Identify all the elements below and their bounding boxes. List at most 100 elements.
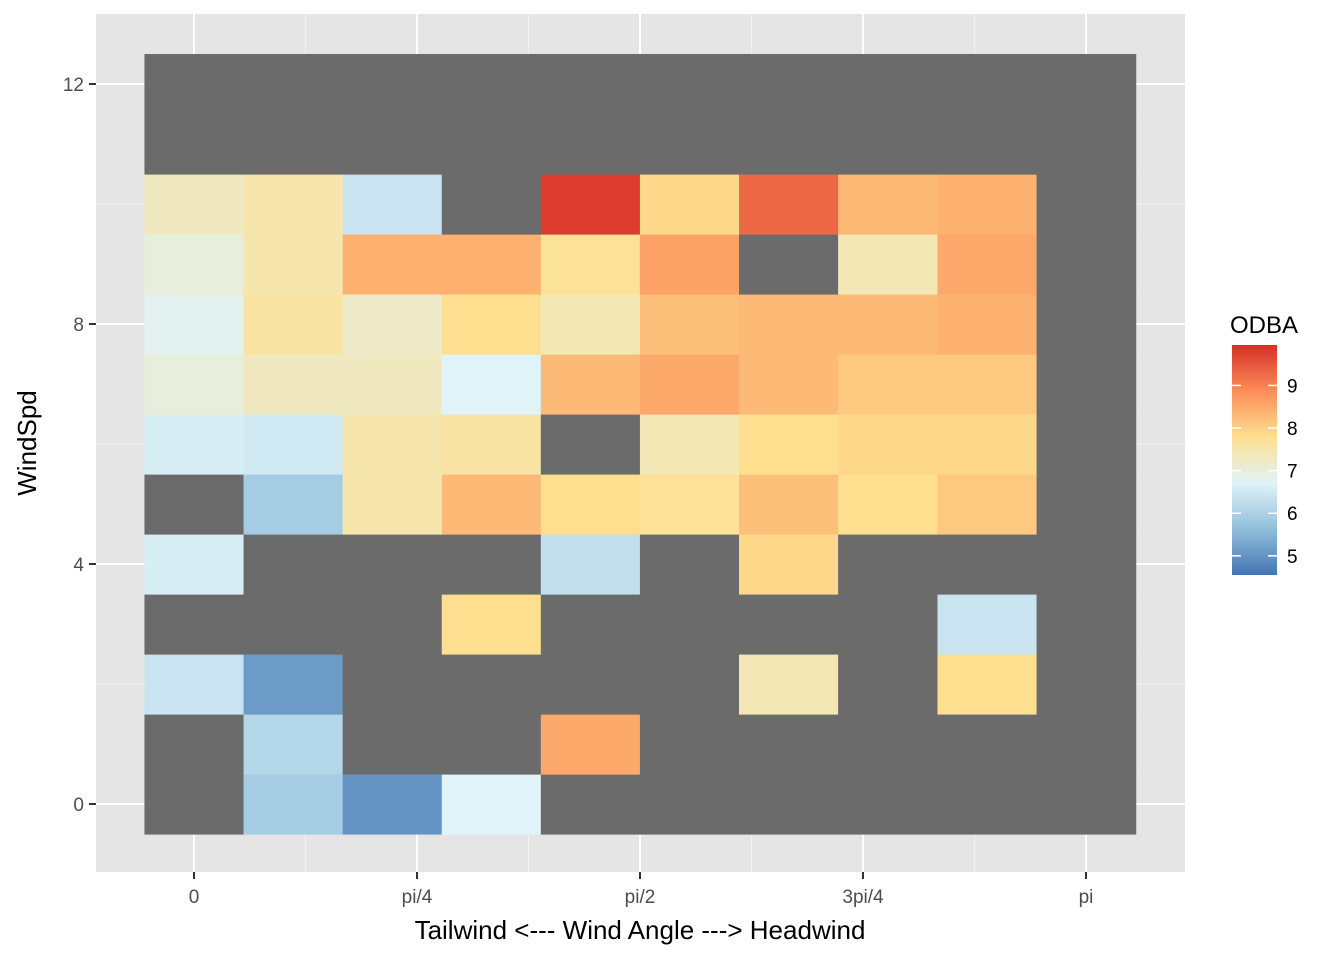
heatmap-cell — [540, 414, 641, 475]
heatmap-cell — [144, 714, 245, 775]
heatmap-cell — [441, 714, 542, 775]
heatmap-cell — [937, 774, 1038, 835]
heatmap-cell — [243, 234, 344, 295]
heatmap-cell — [243, 654, 344, 715]
heatmap-cell — [441, 54, 542, 115]
heatmap-cell — [540, 174, 641, 235]
legend-tick-label: 8 — [1287, 419, 1298, 440]
heatmap-cell — [144, 654, 245, 715]
heatmap-cell — [739, 594, 839, 655]
heatmap-cell — [838, 714, 938, 775]
x-tick-label: 3pi/4 — [842, 887, 884, 908]
heatmap-cell — [1036, 114, 1137, 175]
x-tick-label: pi/4 — [402, 887, 433, 908]
heatmap-cell — [1036, 54, 1137, 115]
heatmap-cell — [639, 354, 740, 415]
heatmap-cell — [144, 294, 245, 355]
heatmap-cell — [639, 594, 740, 655]
legend-tick-label: 6 — [1287, 504, 1298, 525]
heatmap-cell — [342, 54, 443, 115]
heatmap-cell — [838, 774, 938, 835]
heatmap-cell — [441, 654, 542, 715]
heatmap-cell — [243, 294, 344, 355]
heatmap-cell — [540, 534, 641, 595]
heatmap-cell — [838, 234, 938, 295]
heatmap-cell — [937, 294, 1038, 355]
heatmap-cell — [1036, 414, 1137, 475]
heatmap-cell — [540, 594, 641, 655]
heatmap-cell — [937, 714, 1038, 775]
heatmap-cell — [441, 414, 542, 475]
heatmap-cell — [342, 474, 443, 535]
heatmap-cell — [342, 534, 443, 595]
x-tick-label: pi — [1079, 887, 1094, 908]
heatmap-cell — [739, 714, 839, 775]
heatmap-cell — [838, 114, 938, 175]
heatmap-cell — [639, 474, 740, 535]
heatmap-cell — [144, 234, 245, 295]
heatmap-cell — [441, 294, 542, 355]
heatmap-cell — [739, 474, 839, 535]
heatmap-cell — [144, 174, 245, 235]
x-axis: 0 pi/4 pi/2 3pi/4 pi — [189, 872, 1094, 908]
heatmap-cell — [1036, 714, 1137, 775]
heatmap-cell — [441, 594, 542, 655]
heatmap-cell — [639, 774, 740, 835]
heatmap-cell — [937, 354, 1038, 415]
heatmap-cell — [342, 414, 443, 475]
heatmap-cell — [838, 594, 938, 655]
heatmap-cell — [243, 114, 344, 175]
y-tick-label: 0 — [73, 795, 84, 816]
heatmap-cell — [937, 54, 1038, 115]
heatmap-cell — [342, 294, 443, 355]
heatmap-cell — [144, 534, 245, 595]
heatmap-cell — [540, 354, 641, 415]
heatmap-cell — [243, 414, 344, 475]
heatmap-cell — [342, 234, 443, 295]
heatmap-cell — [342, 594, 443, 655]
heatmap-cell — [1036, 534, 1137, 595]
heatmap-cell — [144, 474, 245, 535]
legend-title: ODBA — [1230, 312, 1298, 339]
heatmap-cell — [739, 414, 839, 475]
x-axis-title: Tailwind <--- Wind Angle ---> Headwind — [415, 915, 866, 945]
heatmap-cell — [639, 114, 740, 175]
heatmap-cell — [1036, 294, 1137, 355]
heatmap-cell — [739, 234, 839, 295]
heatmap-cell — [441, 534, 542, 595]
heatmap-cell — [838, 474, 938, 535]
heatmap-cell — [739, 534, 839, 595]
heatmap-cell — [144, 594, 245, 655]
legend-tick-label: 7 — [1287, 462, 1298, 483]
heatmap-cell — [937, 234, 1038, 295]
heatmap-cell — [243, 54, 344, 115]
heatmap-cell — [243, 774, 344, 835]
heatmap-cell — [1036, 174, 1137, 235]
heatmap-cell — [243, 534, 344, 595]
heatmap-cell — [937, 174, 1038, 235]
heatmap-cell — [838, 54, 938, 115]
heatmap-cell — [639, 294, 740, 355]
heatmap-cell — [838, 414, 938, 475]
legend-tick-label: 9 — [1287, 376, 1298, 397]
heatmap-cell — [739, 174, 839, 235]
heatmap-cell — [937, 594, 1038, 655]
heatmap-cell — [937, 114, 1038, 175]
heatmap-cell — [838, 654, 938, 715]
heatmap-cell — [739, 54, 839, 115]
heatmap-cell — [838, 174, 938, 235]
heatmap-cell — [739, 774, 839, 835]
heatmap-cell — [342, 354, 443, 415]
heatmap-cell — [739, 654, 839, 715]
heatmap-cell — [243, 174, 344, 235]
heatmap-cell — [342, 714, 443, 775]
heatmap-cell — [243, 474, 344, 535]
heatmap-cell — [540, 714, 641, 775]
heatmap-cell — [144, 54, 245, 115]
heatmap-cell — [1036, 234, 1137, 295]
heatmap-cell — [441, 234, 542, 295]
heatmap-cell — [1036, 654, 1137, 715]
y-axis: 0 4 8 12 — [63, 75, 96, 816]
heatmap-cell — [639, 534, 740, 595]
